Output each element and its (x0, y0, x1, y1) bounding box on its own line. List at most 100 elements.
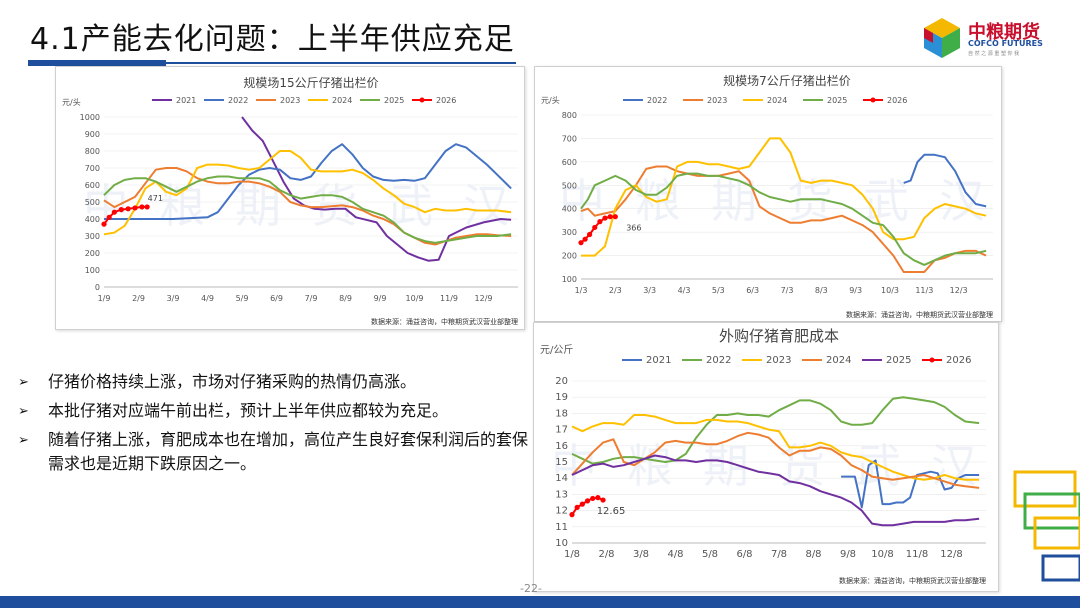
data-point-2026 (139, 204, 145, 210)
y-tick-label: 600 (562, 158, 577, 167)
footer-bar (0, 596, 1080, 608)
bullet-text: 本批仔猪对应端午前出栏，预计上半年供应都较为充足。 (48, 401, 449, 420)
x-tick-label: 8/9 (339, 294, 352, 303)
x-tick-label: 2/3 (609, 286, 622, 295)
x-tick-label: 11/8 (906, 549, 928, 560)
y-tick-label: 14 (555, 473, 568, 484)
legend-label: 2021 (646, 355, 671, 366)
x-tick-label: 7/3 (781, 286, 794, 295)
series-line-2025 (571, 454, 980, 527)
legend-label: 2024 (767, 96, 787, 105)
y-tick-label: 300 (85, 232, 100, 241)
data-point-2026 (106, 214, 112, 220)
page-title: 4.1产能去化问题：上半年供应充足 (30, 22, 515, 57)
watermark-text: 中粮期货武汉 (83, 179, 526, 233)
bullet-text: 仔猪价格持续上涨，市场对仔猪采购的热情仍高涨。 (48, 372, 417, 391)
chart-panel-fattening-cost: 中粮期货武汉 外购仔猪育肥成本 元/公斤 2021 2022 2023 2024 2025 20… (533, 322, 999, 592)
x-tick-label: 3/8 (633, 549, 649, 560)
data-point-2026 (607, 214, 613, 220)
data-point-2026 (600, 497, 606, 503)
x-tick-label: 2/8 (598, 549, 614, 560)
data-point-2026 (612, 214, 618, 220)
y-tick-label: 800 (85, 147, 100, 156)
page-number: -22- (520, 582, 542, 595)
series-line-2022 (571, 396, 980, 465)
y-tick-label: 18 (555, 408, 568, 419)
x-tick-label: 3/3 (643, 286, 656, 295)
data-point-2026 (592, 224, 598, 231)
y-tick-label: 13 (555, 489, 568, 500)
data-point-2026 (118, 207, 124, 213)
legend-label: 2024 (826, 355, 851, 366)
x-tick-label: 1/3 (575, 286, 588, 295)
bullet-item: ➢ 仔猪价格持续上涨，市场对仔猪采购的热情仍高涨。 (18, 370, 538, 395)
series-line-2025 (580, 172, 987, 266)
decorative-corner-shapes (1013, 470, 1080, 582)
y-tick-label: 200 (85, 249, 100, 258)
series-line-2021 (841, 459, 980, 509)
x-tick-label: 4/3 (678, 286, 691, 295)
bullet-arrow-icon: ➢ (18, 404, 29, 419)
x-tick-label: 2/9 (132, 294, 145, 303)
y-tick-label: 800 (562, 111, 577, 120)
legend-label: 2022 (228, 96, 248, 105)
legend-label: 2025 (827, 96, 847, 105)
y-axis-label: 元/公斤 (540, 344, 573, 356)
y-tick-label: 17 (555, 425, 568, 436)
x-tick-label: 12/3 (950, 286, 968, 295)
y-tick-label: 700 (562, 134, 577, 143)
y-tick-label: 10 (555, 538, 568, 549)
legend-label: 2023 (766, 355, 791, 366)
x-tick-label: 12/9 (475, 294, 493, 303)
legend-marker (929, 357, 935, 363)
data-label: 366 (626, 224, 641, 233)
x-tick-label: 9/9 (374, 294, 387, 303)
x-tick-label: 9/3 (849, 286, 862, 295)
data-point-2026 (582, 236, 588, 242)
data-point-2026 (569, 512, 575, 518)
y-tick-label: 20 (555, 376, 568, 387)
x-tick-label: 9/8 (840, 549, 856, 560)
chart-panel-piglet-7kg: 中粮期货武汉 规模场7公斤仔猪出栏价 元/头 2022 2023 2024 2025 2026… (534, 66, 1002, 322)
chart-panel-piglet-15kg: 中粮期货武汉 规模场15公斤仔猪出栏价 元/头 2021 2022 2023 2024 202… (55, 66, 525, 330)
data-point-2026 (132, 205, 138, 211)
legend-label: 2023 (280, 96, 300, 105)
logo-text-cn: 中粮期货 (968, 22, 1040, 43)
legend-label: 2022 (706, 355, 731, 366)
series-line-2022 (104, 143, 512, 220)
data-point-2026 (597, 219, 603, 225)
x-tick-label: 6/9 (270, 294, 283, 303)
y-tick-label: 12 (555, 506, 568, 517)
x-tick-label: 10/8 (871, 549, 893, 560)
y-tick-label: 500 (562, 181, 577, 190)
x-tick-label: 8/8 (805, 549, 821, 560)
data-point-2026 (590, 495, 596, 502)
x-tick-label: 5/8 (702, 549, 718, 560)
data-point-2026 (111, 209, 117, 215)
source-note: 数据来源：涌益咨询，中粮期货武汉营业部整理 (846, 310, 993, 319)
title-underline-accent (28, 60, 166, 66)
y-tick-label: 16 (555, 441, 568, 452)
data-label: 12.65 (597, 506, 626, 517)
data-point-2026 (595, 495, 601, 501)
x-tick-label: 7/9 (305, 294, 318, 303)
x-tick-label: 6/3 (746, 286, 759, 295)
x-tick-label: 4/8 (667, 549, 683, 560)
x-tick-label: 7/8 (771, 549, 787, 560)
y-tick-label: 200 (562, 252, 577, 261)
data-point-2026 (578, 240, 584, 246)
series-line-2024 (571, 431, 980, 489)
x-tick-label: 5/3 (712, 286, 725, 295)
bullet-arrow-icon: ➢ (18, 375, 29, 390)
chart-title: 规模场15公斤仔猪出栏价 (243, 75, 378, 90)
y-tick-label: 0 (95, 283, 100, 292)
x-tick-label: 12/8 (940, 549, 962, 560)
series-line-2024 (103, 150, 512, 236)
legend-label: 2022 (647, 96, 667, 105)
series-line-2023 (580, 165, 987, 273)
x-tick-label: 4/9 (201, 294, 214, 303)
legend-label: 2025 (384, 96, 404, 105)
